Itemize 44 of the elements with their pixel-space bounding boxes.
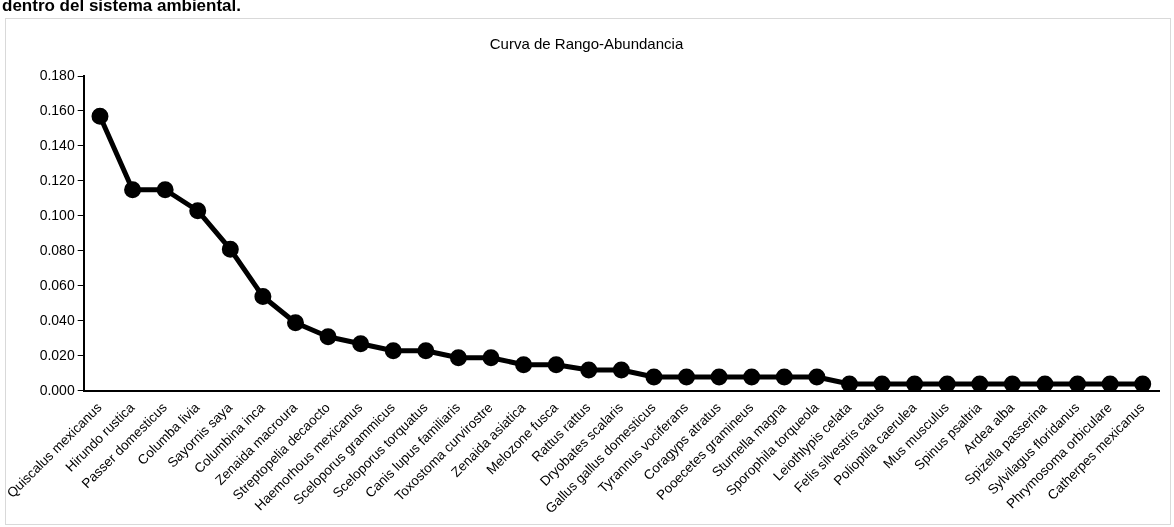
y-tick-label: 0.060 <box>39 276 75 293</box>
point <box>189 202 207 220</box>
y-tick-label: 0.000 <box>39 381 75 398</box>
point <box>678 368 696 386</box>
point <box>840 375 858 391</box>
chart-title: Curva de Rango-Abundancia <box>489 35 684 53</box>
y-tick-label: 0.160 <box>39 101 75 118</box>
point <box>1036 375 1054 391</box>
point <box>580 361 598 379</box>
point <box>286 314 304 332</box>
point <box>1101 375 1119 391</box>
point <box>938 375 956 391</box>
point <box>906 375 924 391</box>
point <box>515 356 533 374</box>
point <box>1069 375 1087 391</box>
point <box>254 287 272 305</box>
y-tick-label: 0.120 <box>39 171 75 188</box>
point <box>91 107 109 125</box>
point <box>384 342 402 360</box>
point <box>612 361 630 379</box>
point <box>971 375 989 391</box>
y-tick-label: 0.040 <box>39 311 75 328</box>
point <box>417 342 435 360</box>
point <box>547 356 565 374</box>
point <box>1134 375 1152 391</box>
point <box>710 368 728 386</box>
point <box>482 349 500 367</box>
point <box>352 335 370 353</box>
point <box>156 181 174 199</box>
point <box>743 368 761 386</box>
point <box>873 375 891 391</box>
point <box>775 368 793 386</box>
point <box>645 368 663 386</box>
y-tick-label: 0.180 <box>39 66 75 83</box>
point <box>221 240 239 258</box>
point <box>319 328 337 346</box>
point <box>808 368 826 386</box>
point <box>449 349 467 367</box>
point <box>124 181 142 199</box>
y-tick-label: 0.100 <box>39 206 75 223</box>
y-tick-label: 0.140 <box>39 136 75 153</box>
y-tick-label: 0.020 <box>39 346 75 363</box>
y-tick-label: 0.080 <box>39 241 75 258</box>
point <box>1003 375 1021 391</box>
